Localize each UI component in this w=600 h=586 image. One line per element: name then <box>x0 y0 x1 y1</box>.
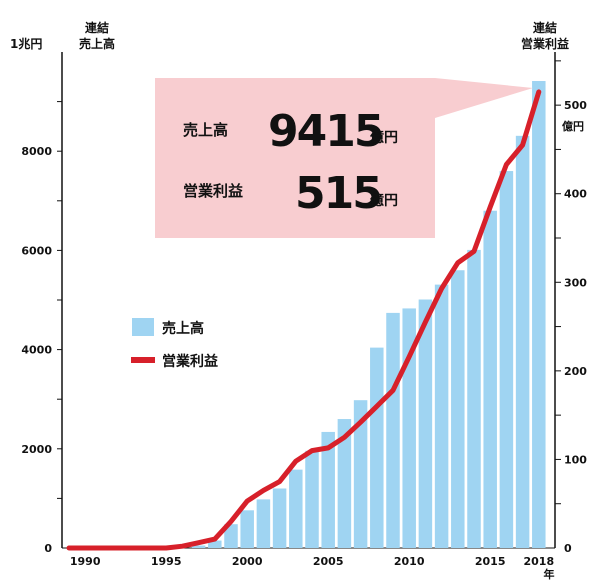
revenue-bar-1999 <box>224 524 238 548</box>
callout-pointer <box>435 78 533 118</box>
x-tick-label: 1990 <box>70 555 101 568</box>
revenue-bar-2005 <box>321 431 335 548</box>
legend-profit-label: 営業利益 <box>162 353 218 370</box>
legend-revenue-label: 売上高 <box>162 320 204 337</box>
revenue-bar-2013 <box>451 270 465 548</box>
x-tick-label: 2018 <box>523 555 554 568</box>
right-axis-title-line-2: 営業利益 <box>521 36 569 51</box>
revenue-bar-2008 <box>370 347 384 548</box>
x-tick-label: 2000 <box>232 555 263 568</box>
revenue-bar-2009 <box>386 312 400 548</box>
callout-revenue-label: 売上高 <box>183 121 228 139</box>
callout-revenue-value: 9415 <box>268 106 382 157</box>
left-tick-label: 4000 <box>21 344 52 357</box>
left-tick-label: 8000 <box>21 145 52 158</box>
left-axis-ticks: 0 2000 4000 6000 8000 <box>21 101 62 555</box>
revenue-bar-2003 <box>289 469 303 548</box>
right-tick-label: 100 <box>564 453 587 466</box>
left-axis-title-line-1: 連結 <box>85 20 109 35</box>
revenue-bar-1997 <box>191 545 206 548</box>
x-axis-ticks: 1990 1995 2000 2005 2010 2015 2018 <box>70 555 554 568</box>
right-tick-label: 200 <box>564 365 587 378</box>
revenue-bar-2012 <box>434 284 449 548</box>
profit-line-layer <box>66 89 542 551</box>
revenue-bar-2007 <box>353 400 368 548</box>
left-tick-label: 2000 <box>21 443 52 456</box>
right-tick-label: 0 <box>564 542 572 555</box>
right-axis-unit-label: 億円 <box>562 119 584 133</box>
x-tick-label: 2010 <box>394 555 425 568</box>
callout-box <box>155 78 435 238</box>
revenue-bar-2017 <box>515 135 530 548</box>
x-tick-label: 1995 <box>151 555 182 568</box>
legend-revenue-swatch <box>132 318 154 336</box>
callout-revenue-unit: 億円 <box>370 129 398 146</box>
revenue-bar-2011 <box>418 299 433 548</box>
callout-profit-value: 515 <box>295 168 381 219</box>
x-tick-label: 2015 <box>475 555 506 568</box>
revenue-bar-2015 <box>483 210 497 548</box>
left-axis-title-line-2: 売上高 <box>79 36 115 51</box>
left-tick-label: 6000 <box>21 244 52 257</box>
right-tick-label: 300 <box>564 276 587 289</box>
revenue-bar-2016 <box>499 171 514 549</box>
revenue-bar-2000 <box>240 510 254 548</box>
right-axis-title-line-1: 連結 <box>533 20 557 35</box>
right-tick-label: 500 <box>564 99 587 112</box>
right-tick-label: 400 <box>564 188 587 201</box>
x-axis-year-suffix: 年 <box>544 567 555 581</box>
revenue-bar-2014 <box>467 249 481 549</box>
revenue-bar-2006 <box>337 419 352 548</box>
revenue-bars <box>191 81 546 549</box>
callout-profit-unit: 億円 <box>370 192 398 209</box>
profit-series-line <box>66 89 542 551</box>
revenue-bar-1998 <box>208 540 222 548</box>
left-tick-label: 0 <box>44 542 52 555</box>
left-axis-unit-label: 1兆円 <box>10 36 42 51</box>
revenue-bar-2004 <box>305 450 319 548</box>
callout-profit-label: 営業利益 <box>183 182 243 200</box>
revenue-bar-2002 <box>272 488 287 548</box>
revenue-bar-2018 <box>532 81 546 549</box>
right-axis-ticks: 0 100 200 300 400 500 <box>555 60 587 555</box>
revenue-bar-2001 <box>256 499 271 548</box>
x-tick-label: 2005 <box>313 555 344 568</box>
